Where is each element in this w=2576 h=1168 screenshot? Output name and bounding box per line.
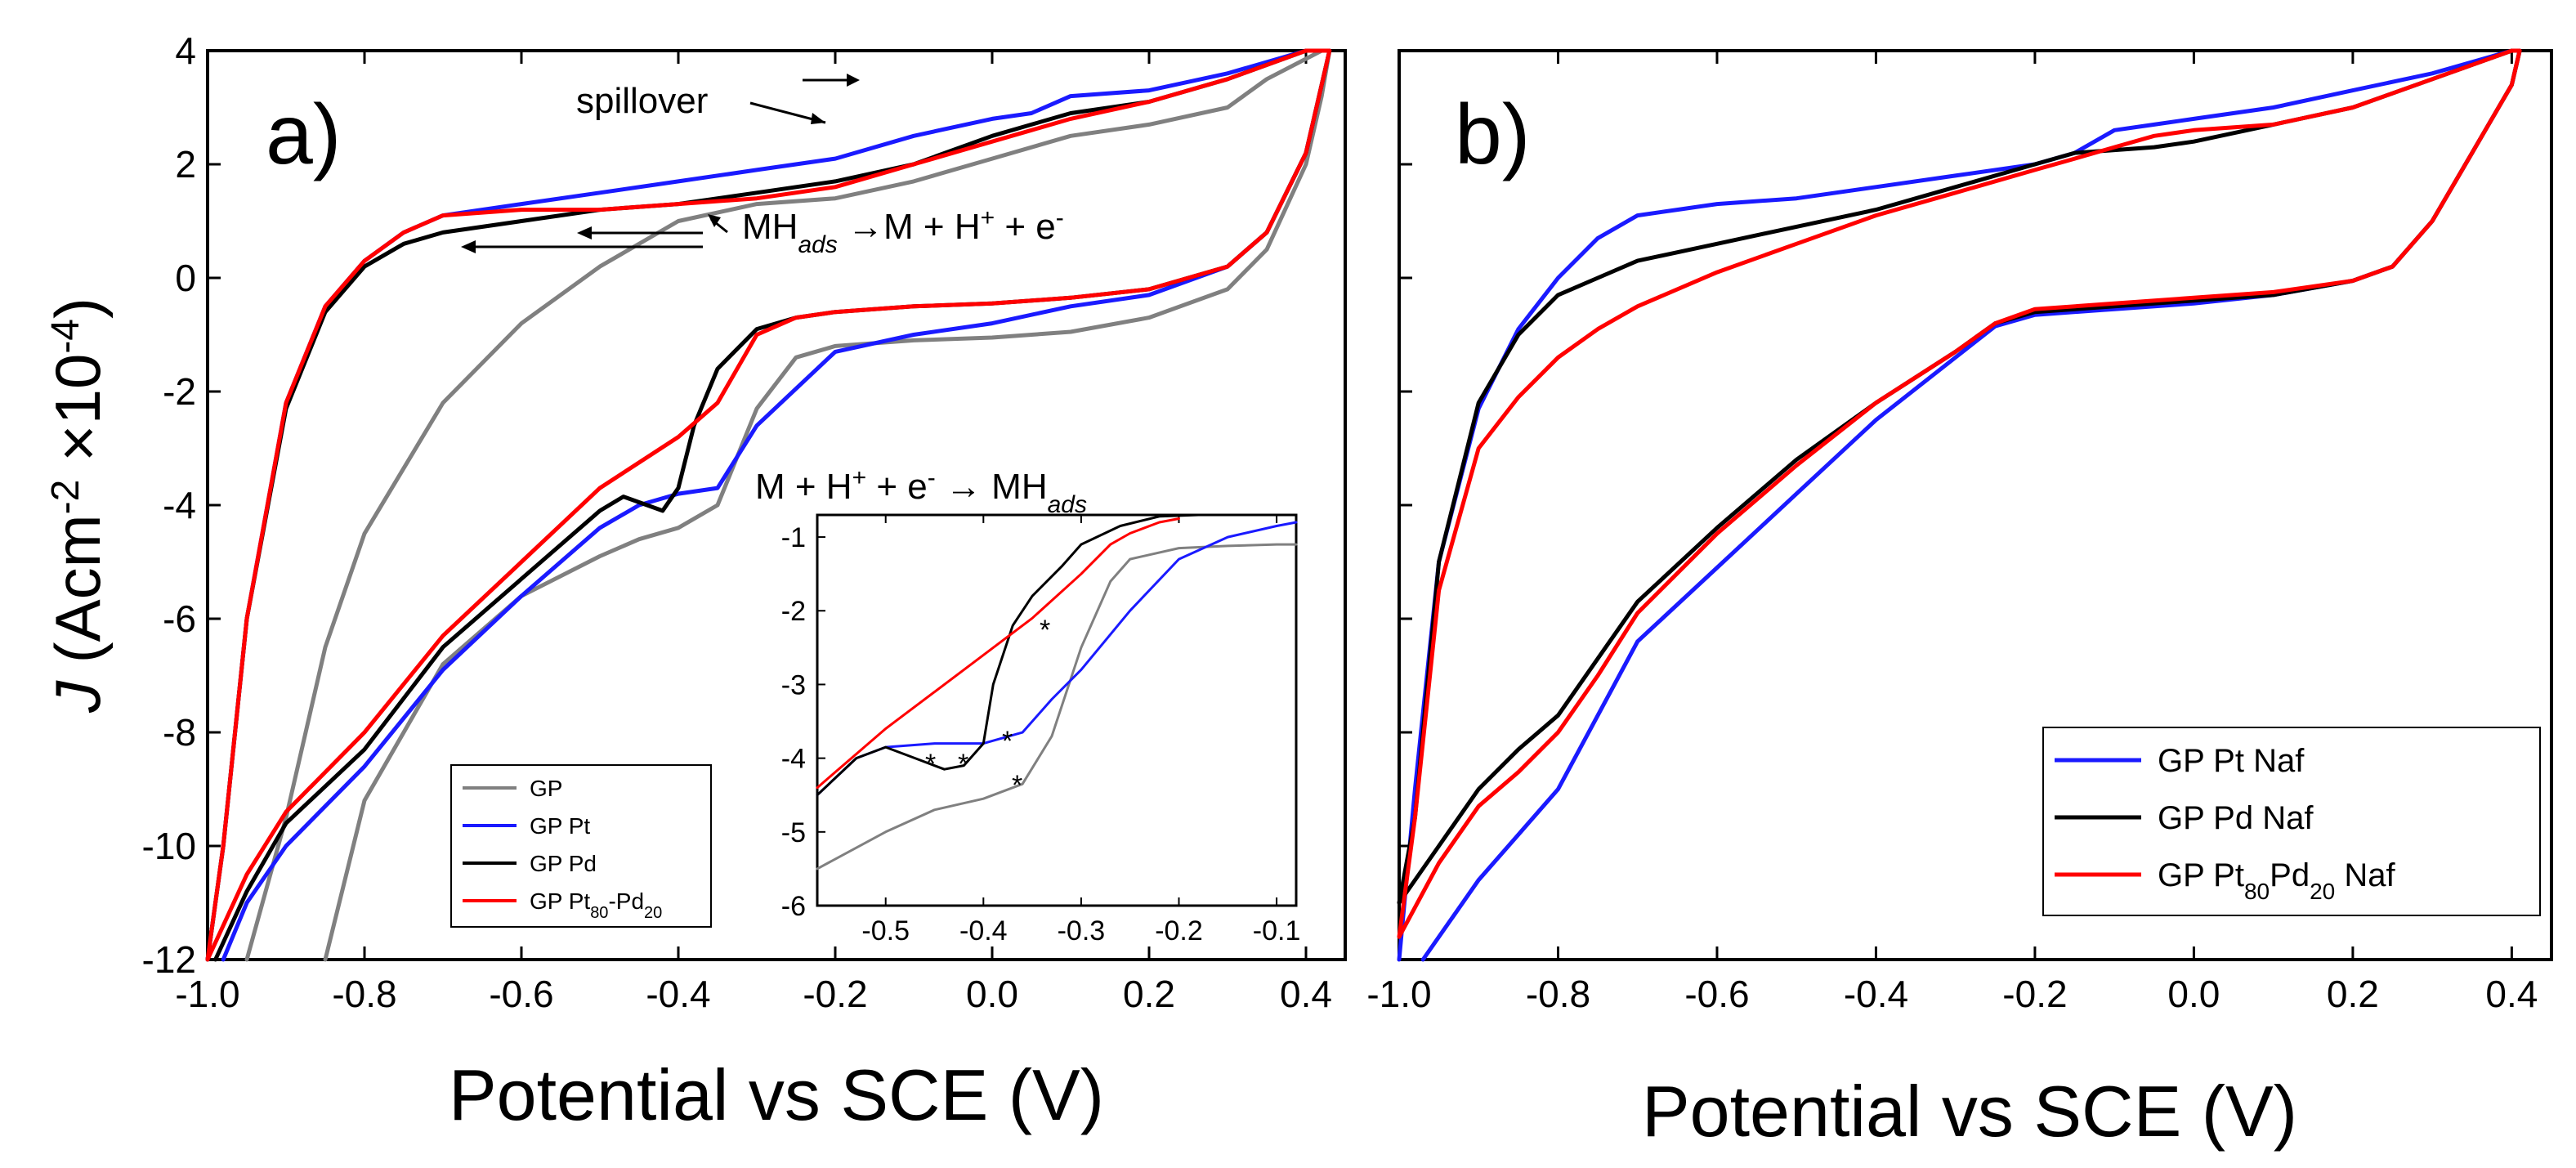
y-axis-label: J (Acm-2 ×10-4) xyxy=(42,298,114,714)
inset-plot: M + H+ + e- → MHads -0.5 -0.4 -0.3 -0.2 -0.1… xyxy=(755,464,1300,947)
panel-a-ytick-label-3: -2 xyxy=(163,370,196,413)
inset-ytick-label-1: -2 xyxy=(781,596,806,627)
oxidation-arrowhead xyxy=(708,214,721,227)
panel-a-ytick-label-1: 2 xyxy=(175,143,196,186)
inset-marker-4: * xyxy=(1012,770,1022,801)
inset-series-2 xyxy=(816,513,1298,797)
panel-a-xtick-label-4: -0.2 xyxy=(803,973,867,1015)
legend-label-gp-ptpd: GP Pt80-Pd20 xyxy=(530,888,662,922)
legend-label-gp-pt-naf: GP Pt Naf xyxy=(2158,743,2305,779)
inset-frame xyxy=(816,513,1298,907)
panel-b-xtick-label-7: 0.4 xyxy=(2485,973,2538,1015)
panel-a-ytick-label-0: 4 xyxy=(175,29,196,72)
spillover-annotation: spillover xyxy=(576,81,708,121)
inset-xtick-label-4: -0.1 xyxy=(1253,915,1301,946)
inset-ytick-label-3: -4 xyxy=(781,744,806,775)
inset-marker-3: * xyxy=(958,749,968,780)
panel-b-x-ticks: -1.0 -0.8 -0.6 -0.4 -0.2 0.0 0.2 0.4 xyxy=(1366,51,2538,1015)
panel-a-x-ticks: -1.0 -0.8 -0.6 -0.4 -0.2 0.0 0.2 0.4 xyxy=(175,51,1332,1015)
inset-series-3 xyxy=(816,517,1180,790)
inset-xtick-label-1: -0.4 xyxy=(959,915,1008,946)
panel-a-xtick-label-5: 0.0 xyxy=(966,973,1018,1015)
legend-label-gp: GP xyxy=(530,776,562,801)
panel-a-series-0 xyxy=(244,48,1332,962)
panel-b: -1.0 -0.8 -0.6 -0.4 -0.2 0.0 0.2 0.4 b) Potenti… xyxy=(1366,48,2553,1152)
inset-y-ticks: -1 -2 -3 -4 -5 -6 xyxy=(781,522,825,922)
spillover-arrowhead xyxy=(811,113,825,124)
legend-label-gp-ptpd-naf: GP Pt80Pd20 Naf xyxy=(2158,857,2395,904)
legend-label-gp-pt: GP Pt xyxy=(530,813,590,839)
panel-b-xtick-label-2: -0.6 xyxy=(1684,973,1749,1015)
panel-b-xtick-label-1: -0.8 xyxy=(1526,973,1590,1015)
panel-a-ytick-label-5: -6 xyxy=(163,597,196,640)
panel-b-xtick-label-6: 0.2 xyxy=(2327,973,2379,1015)
inset-ytick-label-2: -3 xyxy=(781,669,806,700)
inset-marker-5: * xyxy=(925,749,936,780)
panel-a-ytick-label-2: 0 xyxy=(175,257,196,299)
inset-xtick-label-2: -0.3 xyxy=(1058,915,1106,946)
sweep-arrowhead-short xyxy=(577,226,592,239)
panel-b-label: b) xyxy=(1455,87,1530,182)
panel-b-series-lines xyxy=(1397,48,2522,962)
inset-xtick-label-3: -0.2 xyxy=(1155,915,1203,946)
spillover-direction-arrowhead xyxy=(847,74,860,87)
panel-a-ytick-label-8: -12 xyxy=(142,938,196,981)
sweep-arrowhead-long xyxy=(461,240,476,253)
panel-a-xtick-label-7: 0.4 xyxy=(1280,973,1332,1015)
panel-a-y-ticks: 4 2 0 -2 -4 -6 -8 -10 -12 xyxy=(142,29,221,981)
panel-b-y-ticks xyxy=(1399,49,1412,961)
inset-series-lines xyxy=(816,513,1298,870)
panel-a-xtick-label-1: -0.8 xyxy=(332,973,396,1015)
panel-b-xtick-label-3: -0.4 xyxy=(1844,973,1908,1015)
panel-a-xtick-label-0: -1.0 xyxy=(175,973,239,1015)
panel-a-ytick-label-4: -4 xyxy=(163,484,196,526)
inset-ytick-label-4: -5 xyxy=(781,817,806,848)
panel-b-xtick-label-5: 0.0 xyxy=(2167,973,2220,1015)
panel-a: -1.0 -0.8 -0.6 -0.4 -0.2 0.0 0.2 0.4 420-2-4-6-… xyxy=(42,29,1347,1135)
panel-a-ytick-label-6: -8 xyxy=(163,711,196,754)
legend-label-gp-pd-naf: GP Pd Naf xyxy=(2158,800,2314,836)
inset-ytick-label-5: -6 xyxy=(781,891,806,922)
panel-b-series-2 xyxy=(1397,48,2522,939)
panel-a-legend: GP GP Pt GP Pd GP Pt80-Pd20 xyxy=(450,764,712,928)
inset-xtick-label-0: -0.5 xyxy=(861,915,910,946)
panel-a-xtick-label-2: -0.6 xyxy=(489,973,553,1015)
oxidation-annotation: MHads →M + H+ + e- xyxy=(742,204,1064,258)
panel-b-legend: GP Pt Naf GP Pd Naf GP Pt80Pd20 Naf xyxy=(2042,727,2541,916)
inset-ytick-label-0: -1 xyxy=(781,522,806,553)
panel-a-xtick-label-6: 0.2 xyxy=(1123,973,1175,1015)
panel-b-xtick-label-4: -0.2 xyxy=(2002,973,2067,1015)
panel-a-x-axis-label: Potential vs SCE (V) xyxy=(449,1054,1104,1135)
panel-a-series-lines xyxy=(205,48,1332,962)
panel-a-series-3 xyxy=(205,48,1332,962)
inset-series-0 xyxy=(816,543,1298,870)
panel-b-x-axis-label: Potential vs SCE (V) xyxy=(1642,1071,2297,1152)
legend-label-gp-pd: GP Pd xyxy=(530,851,597,876)
inset-x-ticks: -0.5 -0.4 -0.3 -0.2 -0.1 xyxy=(861,515,1300,946)
inset-marker-2: * xyxy=(1002,726,1013,757)
reduction-annotation: M + H+ + e- → MHads xyxy=(755,464,1087,518)
panel-a-label: a) xyxy=(266,87,341,182)
panel-b-xtick-label-0: -1.0 xyxy=(1366,973,1431,1015)
panel-a-ytick-label-7: -10 xyxy=(142,825,196,867)
inset-marker-1: * xyxy=(1040,615,1050,646)
panel-a-xtick-label-3: -0.4 xyxy=(646,973,710,1015)
